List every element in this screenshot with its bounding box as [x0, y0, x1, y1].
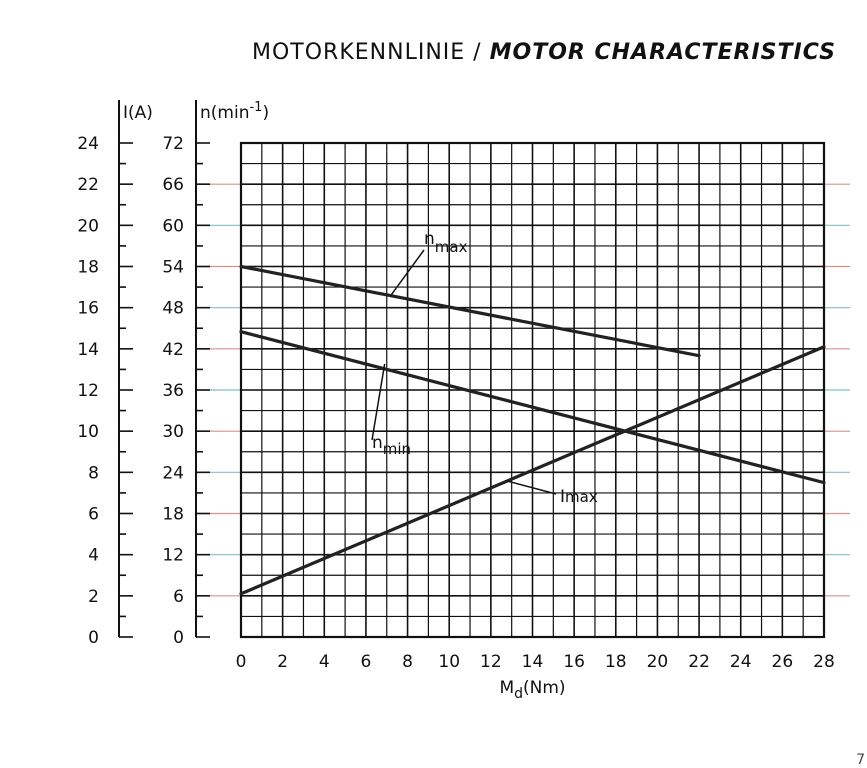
speed-axis-title-close: ): [262, 103, 269, 123]
speed-tick-label: 48: [162, 299, 184, 319]
speed-axis: 0 6 12 18 24 30 36 42 48 54 60 66 72 n(min-1): [162, 100, 269, 648]
torque-tick-label: 18: [605, 652, 627, 672]
current-tick-label: 12: [77, 381, 99, 401]
current-tick-label: 14: [77, 340, 99, 360]
torque-tick-label: 2: [277, 652, 288, 672]
series-line-nmax: [239, 264, 701, 358]
current-tick-label: 2: [88, 587, 99, 607]
speed-axis-title-base: n(min: [200, 103, 249, 123]
speed-tick-label: 6: [173, 587, 184, 607]
torque-axis-title-unit: (Nm): [523, 678, 566, 698]
title-separator: /: [473, 40, 482, 65]
speed-tick-label: 12: [162, 546, 184, 566]
torque-tick-label: 24: [730, 652, 752, 672]
torque-tick-label: 8: [402, 652, 413, 672]
series-line-imax: [239, 345, 826, 596]
series-label-imax: Imax: [560, 487, 598, 507]
speed-tick-label: 36: [162, 381, 184, 401]
series-label-subscript: max: [435, 238, 468, 256]
title-main: MOTORKENNLINIE: [252, 40, 466, 65]
series-label-subscript: min: [383, 440, 411, 458]
chart-title: MOTORKENNLINIE / MOTOR CHARACTERISTICS: [252, 40, 836, 65]
speed-tick-label: 60: [162, 216, 184, 236]
torque-axis-title: Md(Nm): [499, 678, 565, 702]
leader-line-imax: [505, 479, 557, 495]
current-tick-label: 18: [77, 258, 99, 278]
speed-tick-label: 54: [162, 258, 184, 278]
leader-line-nmin: [371, 363, 386, 441]
torque-axis-title-subscript: d: [514, 686, 523, 702]
series-line-nmin: [239, 330, 826, 485]
speed-tick-label: 0: [173, 628, 184, 648]
speed-tick-label: 30: [162, 422, 184, 442]
current-tick-label: 6: [88, 505, 99, 525]
series-label-main: n: [424, 229, 435, 249]
torque-tick-label: 22: [688, 652, 710, 672]
torque-axis-title-base: M: [499, 678, 514, 698]
torque-tick-label: 28: [813, 652, 835, 672]
series-label-nmax: nmax: [424, 229, 468, 256]
torque-tick-label: 0: [236, 652, 247, 672]
speed-tick-label: 42: [162, 340, 184, 360]
series-label-main: n: [372, 433, 383, 453]
current-tick-label: 8: [88, 463, 99, 483]
torque-tick-label: 6: [361, 652, 372, 672]
torque-tick-label: 10: [438, 652, 460, 672]
speed-tick-label: 18: [162, 505, 184, 525]
current-axis-title: I(A): [123, 103, 153, 123]
series-label-main: I: [560, 487, 565, 507]
torque-tick-label: 26: [772, 652, 794, 672]
speed-tick-label: 72: [162, 134, 184, 154]
leader-line-nmax: [390, 249, 425, 296]
torque-tick-label: 12: [480, 652, 502, 672]
torque-tick-label: 4: [319, 652, 330, 672]
current-tick-label: 10: [77, 422, 99, 442]
current-tick-label: 16: [77, 299, 99, 319]
plot-frame: [239, 141, 826, 639]
title-sub: MOTOR CHARACTERISTICS: [489, 40, 836, 65]
series-label-nmin: nmin: [372, 433, 411, 458]
torque-tick-label: 14: [522, 652, 544, 672]
speed-axis-title-exponent: -1: [249, 100, 262, 115]
current-tick-label: 0: [88, 628, 99, 648]
speed-tick-label: 66: [162, 175, 184, 195]
current-tick-label: 22: [77, 175, 99, 195]
series-label-subscript: max: [565, 488, 598, 506]
torque-tick-label: 20: [647, 652, 669, 672]
speed-tick-label: 24: [162, 463, 184, 483]
current-tick-label: 4: [88, 546, 99, 566]
series-lines: [239, 264, 826, 596]
torque-tick-label: 16: [563, 652, 585, 672]
current-tick-label: 24: [77, 134, 99, 154]
current-tick-label: 20: [77, 216, 99, 236]
grid: [239, 141, 826, 639]
speed-axis-title: n(min-1): [200, 100, 269, 123]
page-number: 7: [856, 752, 865, 768]
